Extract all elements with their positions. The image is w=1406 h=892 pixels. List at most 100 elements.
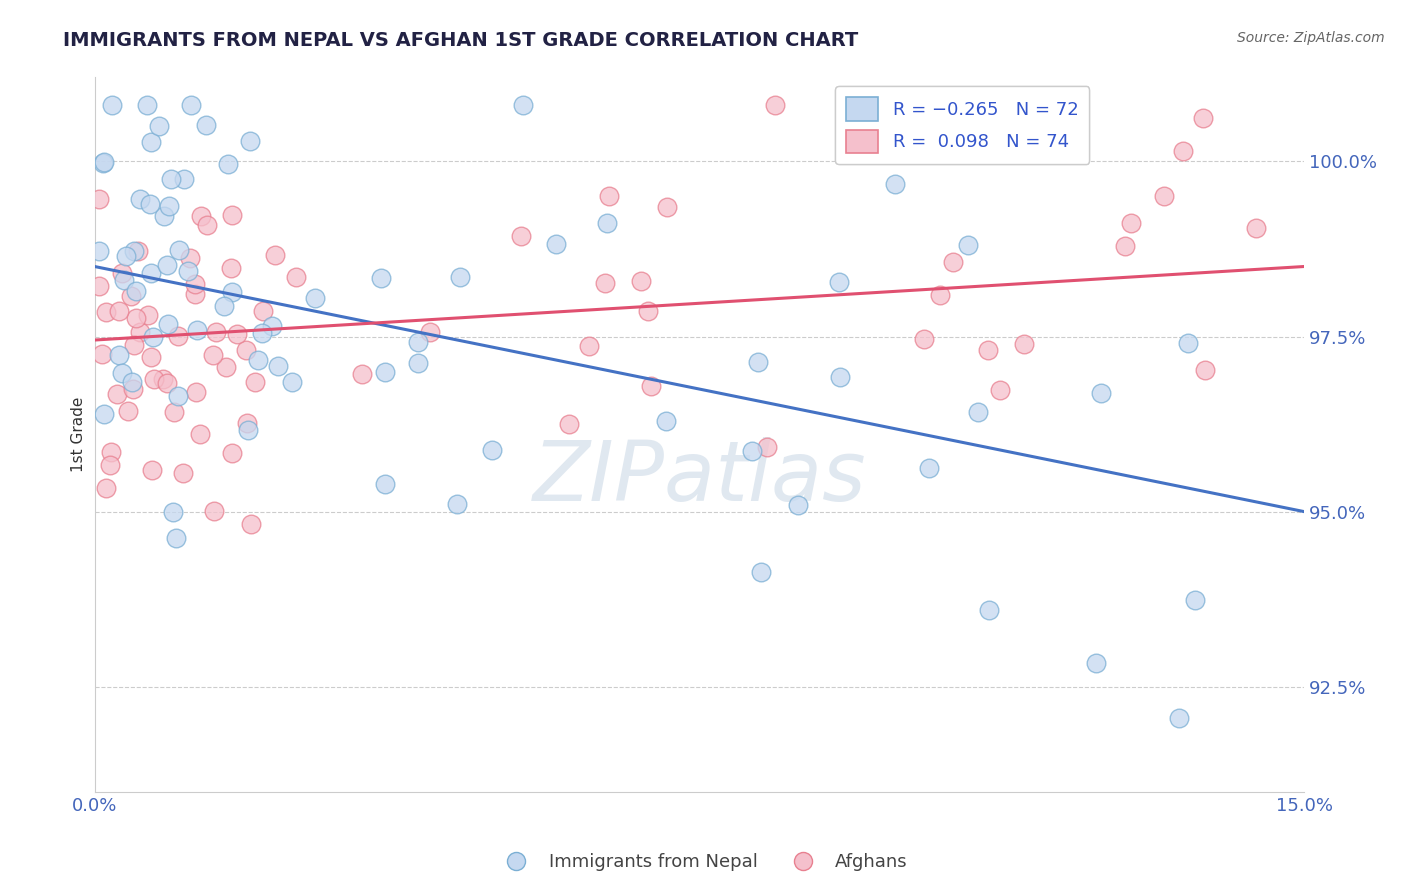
Point xyxy=(183,287,205,301)
Point xyxy=(153,209,176,223)
Point xyxy=(186,323,208,337)
Point xyxy=(98,458,121,472)
Point xyxy=(180,98,202,112)
Point xyxy=(578,339,600,353)
Point xyxy=(138,197,160,211)
Point xyxy=(1177,336,1199,351)
Point xyxy=(125,284,148,298)
Point xyxy=(243,375,266,389)
Point xyxy=(221,208,243,222)
Point xyxy=(1168,711,1191,725)
Text: IMMIGRANTS FROM NEPAL VS AFGHAN 1ST GRADE CORRELATION CHART: IMMIGRANTS FROM NEPAL VS AFGHAN 1ST GRAD… xyxy=(63,31,859,50)
Point xyxy=(125,311,148,326)
Point xyxy=(111,266,134,280)
Point xyxy=(163,404,186,418)
Point xyxy=(93,408,115,422)
Point xyxy=(350,368,373,382)
Point xyxy=(219,260,242,275)
Point xyxy=(374,476,396,491)
Point xyxy=(1184,593,1206,607)
Point xyxy=(1192,112,1215,126)
Point xyxy=(121,376,143,390)
Point xyxy=(221,285,243,300)
Point xyxy=(967,405,990,419)
Y-axis label: 1st Grade: 1st Grade xyxy=(72,397,86,472)
Point xyxy=(188,427,211,442)
Point xyxy=(117,403,139,417)
Point xyxy=(917,460,939,475)
Point xyxy=(186,384,208,399)
Legend: Immigrants from Nepal, Afghans: Immigrants from Nepal, Afghans xyxy=(491,847,915,879)
Point xyxy=(173,172,195,186)
Point xyxy=(630,274,652,288)
Point xyxy=(238,423,260,437)
Point xyxy=(156,317,179,331)
Point xyxy=(546,237,568,252)
Point xyxy=(756,441,779,455)
Point xyxy=(215,360,238,375)
Point xyxy=(172,466,194,480)
Point xyxy=(260,318,283,333)
Legend: R = −0.265   N = 72, R =  0.098   N = 74: R = −0.265 N = 72, R = 0.098 N = 74 xyxy=(835,87,1090,163)
Point xyxy=(481,443,503,458)
Point xyxy=(284,270,307,285)
Point xyxy=(100,444,122,458)
Point xyxy=(204,325,226,339)
Point xyxy=(419,325,441,339)
Point xyxy=(221,445,243,459)
Point xyxy=(598,188,620,202)
Point xyxy=(148,119,170,133)
Point xyxy=(122,244,145,258)
Point xyxy=(596,216,619,230)
Point xyxy=(304,291,326,305)
Point xyxy=(787,498,810,512)
Point xyxy=(156,258,179,272)
Point xyxy=(1114,238,1136,252)
Point xyxy=(212,299,235,313)
Point xyxy=(408,335,430,350)
Point xyxy=(115,249,138,263)
Point xyxy=(1244,221,1267,235)
Point xyxy=(195,219,218,233)
Point xyxy=(201,348,224,362)
Point xyxy=(162,505,184,519)
Point xyxy=(640,379,662,393)
Point xyxy=(252,304,274,318)
Point xyxy=(93,155,115,169)
Point xyxy=(655,200,678,214)
Point xyxy=(928,287,950,301)
Point xyxy=(747,355,769,369)
Point xyxy=(1084,656,1107,670)
Point xyxy=(370,271,392,285)
Point xyxy=(101,98,124,112)
Point xyxy=(1119,216,1142,230)
Point xyxy=(225,326,247,341)
Text: ZIPatlas: ZIPatlas xyxy=(533,437,866,518)
Point xyxy=(89,279,111,293)
Point xyxy=(247,353,270,368)
Point xyxy=(122,382,145,396)
Point xyxy=(1194,363,1216,377)
Point xyxy=(136,308,159,322)
Point xyxy=(160,172,183,186)
Point xyxy=(111,366,134,380)
Point xyxy=(108,304,131,318)
Point xyxy=(655,414,678,428)
Point xyxy=(127,244,149,259)
Point xyxy=(1014,337,1036,351)
Point xyxy=(142,330,165,344)
Point xyxy=(156,376,179,391)
Text: Source: ZipAtlas.com: Source: ZipAtlas.com xyxy=(1237,31,1385,45)
Point xyxy=(374,366,396,380)
Point xyxy=(217,156,239,170)
Point xyxy=(129,325,152,339)
Point xyxy=(124,338,146,352)
Point xyxy=(105,386,128,401)
Point xyxy=(884,177,907,191)
Point xyxy=(190,210,212,224)
Point xyxy=(240,517,263,532)
Point xyxy=(167,244,190,258)
Point xyxy=(136,98,159,112)
Point xyxy=(112,273,135,287)
Point xyxy=(87,244,110,258)
